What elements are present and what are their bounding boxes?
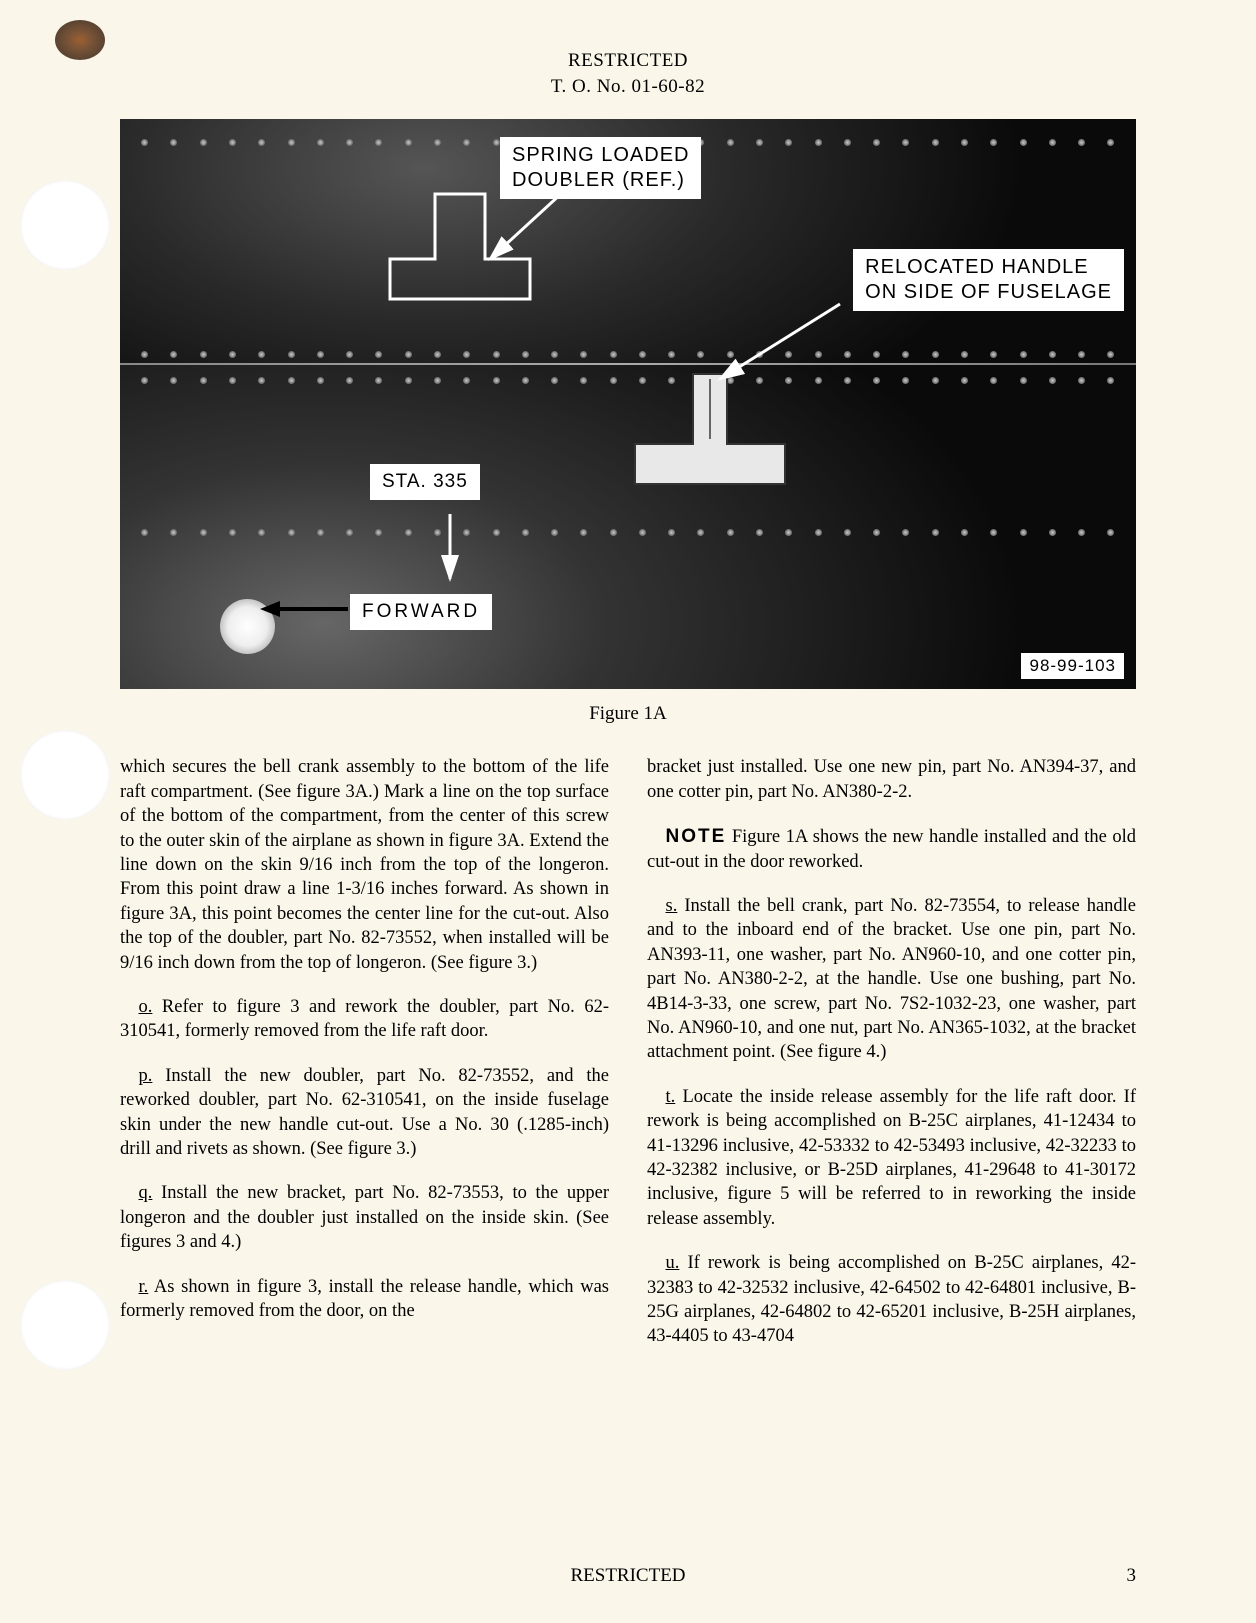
para-s-text: Install the bell crank, part No. 82-7355…: [647, 896, 1136, 1062]
page-number: 3: [1127, 1565, 1137, 1587]
document-page: RESTRICTED T. O. No. 01-60-82: [0, 0, 1256, 1623]
step-letter-t: t.: [666, 1087, 676, 1107]
step-letter-p: p.: [139, 1066, 153, 1086]
step-letter-o: o.: [139, 997, 153, 1017]
binder-hole: [20, 1280, 110, 1370]
doc-number: T. O. No. 01-60-82: [0, 74, 1256, 100]
classification-top: RESTRICTED: [0, 48, 1256, 74]
step-letter-s: s.: [666, 896, 678, 916]
rivet-row: [120, 351, 1136, 359]
step-letter-u: u.: [666, 1253, 680, 1273]
page-header: RESTRICTED T. O. No. 01-60-82: [0, 0, 1256, 99]
photo-id: 98-99-103: [1021, 653, 1124, 679]
callout-relocated-handle: RELOCATED HANDLE ON SIDE OF FUSELAGE: [853, 249, 1124, 311]
figure-photo: SPRING LOADED DOUBLER (REF.) RELOCATED H…: [120, 119, 1136, 689]
rust-stain: [55, 20, 105, 60]
body-columns: which secures the bell crank assembly to…: [120, 755, 1136, 1356]
para-r-continued: bracket just installed. Use one new pin,…: [647, 755, 1136, 804]
para-s: s. Install the bell crank, part No. 82-7…: [647, 894, 1136, 1065]
relocated-handle: [625, 369, 795, 499]
note-label: NOTE: [666, 826, 727, 847]
binder-hole: [20, 730, 110, 820]
figure-caption: Figure 1A: [120, 703, 1136, 725]
spring-doubler-outline: [380, 189, 540, 329]
para-u-text: If rework is being accomplished on B-25C…: [647, 1253, 1136, 1346]
binder-hole: [20, 180, 110, 270]
step-letter-q: q.: [139, 1183, 153, 1203]
para-n-continued: which secures the bell crank assembly to…: [120, 755, 609, 975]
figure-1a: SPRING LOADED DOUBLER (REF.) RELOCATED H…: [120, 119, 1136, 725]
para-u: u. If rework is being accomplished on B-…: [647, 1251, 1136, 1349]
forward-arrow-icon: [260, 599, 350, 619]
rivet-row: [120, 529, 1136, 537]
para-p: p. Install the new doubler, part No. 82-…: [120, 1064, 609, 1162]
para-t-text: Locate the inside release assembly for t…: [647, 1087, 1136, 1229]
para-r: r. As shown in figure 3, install the rel…: [120, 1275, 609, 1324]
panel-seam: [120, 363, 1136, 365]
para-q-text: Install the new bracket, part No. 82-735…: [120, 1183, 609, 1252]
para-p-text: Install the new doubler, part No. 82-735…: [120, 1066, 609, 1159]
classification-bottom: RESTRICTED: [570, 1565, 685, 1587]
para-o: o. Refer to figure 3 and rework the doub…: [120, 995, 609, 1044]
para-t: t. Locate the inside release assembly fo…: [647, 1085, 1136, 1231]
para-q: q. Install the new bracket, part No. 82-…: [120, 1181, 609, 1254]
callout-spring-doubler: SPRING LOADED DOUBLER (REF.): [500, 137, 701, 199]
callout-forward: FORWARD: [350, 594, 492, 630]
para-r-text: As shown in figure 3, install the releas…: [120, 1277, 609, 1321]
step-letter-r: r.: [139, 1277, 149, 1297]
para-note: NOTE Figure 1A shows the new handle inst…: [647, 824, 1136, 874]
page-footer: RESTRICTED 3: [0, 1565, 1256, 1587]
para-o-text: Refer to figure 3 and rework the doubler…: [120, 997, 609, 1041]
callout-station: STA. 335: [370, 464, 480, 500]
